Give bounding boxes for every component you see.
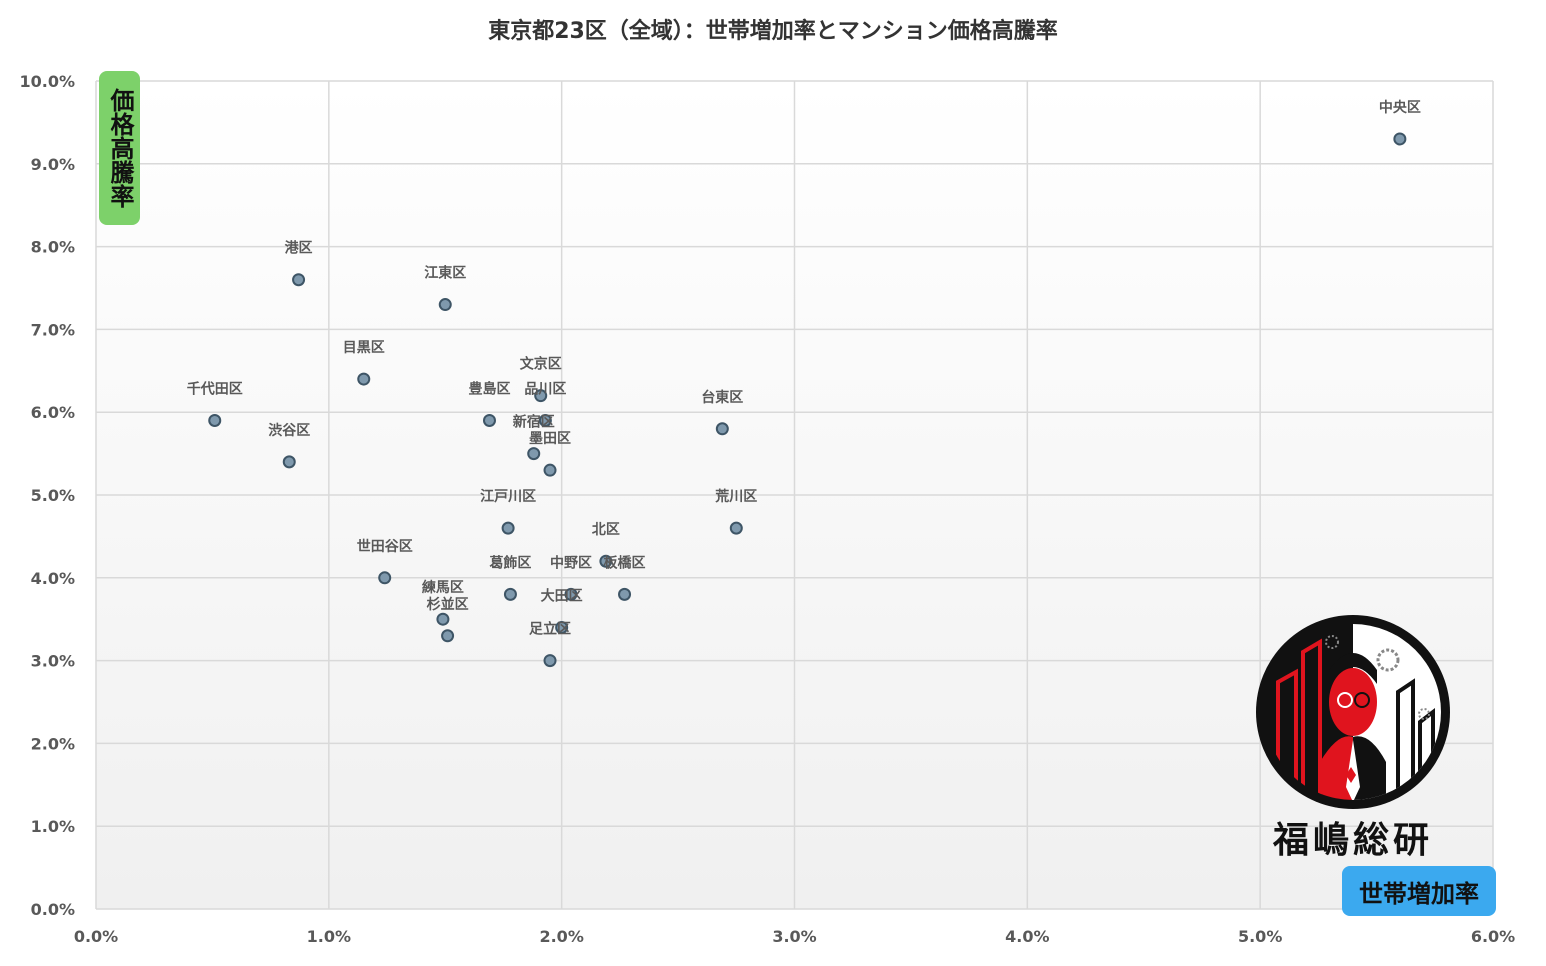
data-point (1393, 132, 1407, 146)
data-point (438, 298, 452, 312)
data-point-label: 渋谷区 (268, 422, 310, 439)
x-tick-label: 3.0% (772, 927, 816, 946)
data-point (599, 554, 613, 568)
data-point (503, 587, 517, 601)
x-tick-label: 4.0% (1005, 927, 1049, 946)
data-point (527, 447, 541, 461)
data-point-label: 豊島区 (468, 380, 510, 397)
data-point (543, 654, 557, 668)
data-point (501, 521, 515, 535)
logo-text: 福嶋総研 (1272, 820, 1433, 861)
data-point (618, 587, 632, 601)
fukushima-research-logo: 福嶋総研 (1256, 615, 1450, 861)
y-tick-label: 2.0% (31, 734, 75, 753)
data-point-label: 文京区 (520, 356, 562, 373)
x-tick-label: 0.0% (74, 927, 118, 946)
gridlines (95, 80, 1494, 910)
y-tick-label: 6.0% (31, 403, 75, 422)
data-point (538, 413, 552, 427)
y-tick-label: 10.0% (19, 72, 75, 91)
axis-ticks: 0.0% 1.0% 2.0% 3.0% 4.0% 5.0% 6.0% 7.0% 8.0% 9.0%… (19, 72, 1515, 946)
x-tick-label: 2.0% (539, 927, 583, 946)
data-point-label: 港区 (285, 240, 313, 257)
y-tick-label: 4.0% (31, 569, 75, 588)
data-point (292, 273, 306, 287)
y-tick-label: 3.0% (31, 652, 75, 671)
x-axis-label: 世帯増加率 (1342, 866, 1496, 916)
data-point-label: 目黒区 (343, 340, 385, 356)
data-point-label: 板橋区 (604, 554, 646, 571)
y-tick-label: 9.0% (31, 155, 75, 174)
y-tick-label: 5.0% (31, 486, 75, 505)
data-point (715, 422, 729, 436)
data-point-label: 練馬区 (422, 579, 464, 596)
data-point-label: 大田区 (541, 587, 583, 604)
data-point (729, 521, 743, 535)
data-point-label: 足立区 (529, 621, 571, 638)
data-point-label: 荒川区 (714, 488, 757, 505)
data-point (208, 413, 222, 427)
data-point-label: 中野区 (550, 554, 592, 571)
chart-title: 東京都23区（全域）：世帯増加率とマンション価格高騰率 (488, 18, 1058, 44)
data-point-label: 品川区 (524, 381, 566, 397)
x-tick-label: 1.0% (307, 927, 351, 946)
data-point (436, 612, 450, 626)
data-point (564, 587, 578, 601)
data-point-label: 新宿区 (513, 414, 555, 431)
y-tick-label: 1.0% (31, 817, 75, 836)
data-point (282, 455, 296, 469)
data-point (482, 413, 496, 427)
data-point (441, 629, 455, 643)
y-tick-label: 7.0% (31, 320, 75, 339)
data-point (543, 463, 557, 477)
data-point-label: 江戸川区 (480, 488, 536, 505)
data-point-label: 北区 (592, 522, 620, 538)
data-point-label: 墨田区 (529, 431, 571, 447)
x-tick-label: 5.0% (1238, 927, 1282, 946)
data-point (378, 571, 392, 585)
y-tick-label: 8.0% (31, 238, 75, 257)
data-point-label: 台東区 (701, 389, 743, 406)
data-point-label: 世田谷区 (357, 538, 413, 555)
x-tick-label: 6.0% (1471, 927, 1515, 946)
data-point (357, 372, 371, 386)
data-point-label: 千代田区 (187, 380, 243, 397)
data-point-label: 葛飾区 (488, 554, 531, 571)
data-point-label: 中央区 (1379, 99, 1421, 116)
data-point-label: 江東区 (424, 265, 466, 282)
data-point (534, 389, 548, 403)
data-point-label: 杉並区 (427, 596, 469, 613)
data-point (555, 620, 569, 634)
y-tick-label: 0.0% (31, 900, 75, 919)
y-axis-label: 価格高騰率 (99, 71, 140, 225)
